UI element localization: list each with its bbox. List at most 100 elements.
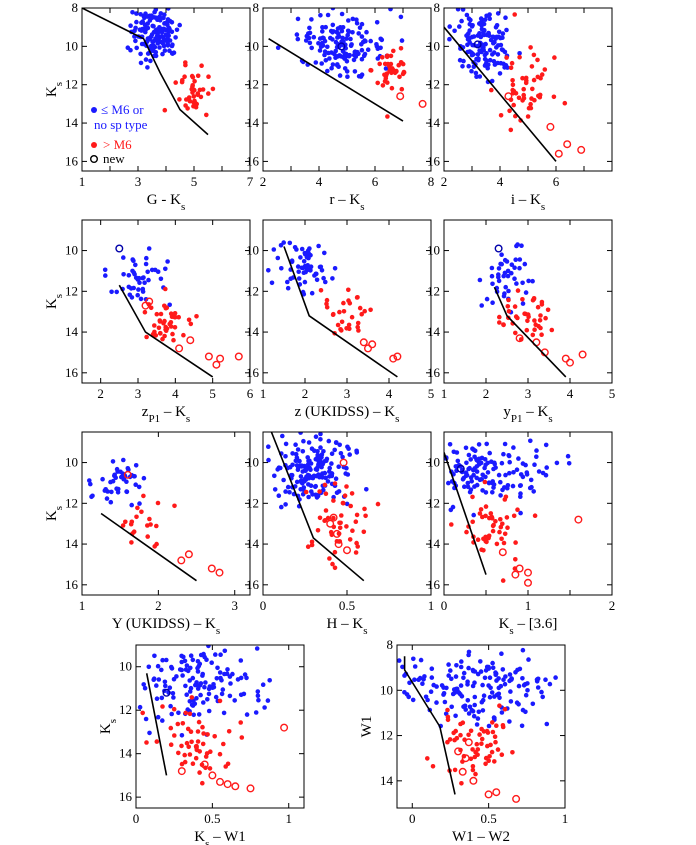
data-point-blue xyxy=(480,682,485,688)
data-point-blue xyxy=(198,692,203,698)
data-point-blue xyxy=(267,678,273,683)
data-point-blue xyxy=(455,688,460,694)
data-point-red xyxy=(144,334,149,340)
data-point-red xyxy=(470,767,476,773)
data-point-red xyxy=(470,519,476,525)
data-point-red xyxy=(506,297,511,303)
data-point-blue xyxy=(144,255,149,261)
data-point-red xyxy=(475,537,481,542)
data-point-blue xyxy=(322,49,328,54)
y-tick-label: 14 xyxy=(380,773,394,788)
data-point-new xyxy=(123,470,132,479)
data-point-blue xyxy=(508,699,514,704)
y-tick-label: 14 xyxy=(246,536,260,551)
data-point-red xyxy=(199,63,204,68)
data-point-blue xyxy=(330,22,336,28)
data-point-new xyxy=(473,40,482,49)
x-tick-label: 1 xyxy=(428,598,435,613)
data-point-blue xyxy=(496,274,501,280)
data-point-blue xyxy=(458,692,463,697)
data-point-red xyxy=(120,523,126,528)
data-point-blue xyxy=(483,668,489,673)
data-point-new xyxy=(396,92,405,101)
data-point-blue xyxy=(302,263,308,269)
data-point-blue xyxy=(518,472,524,477)
data-point-new xyxy=(339,458,348,467)
data-point-blue xyxy=(359,47,365,53)
data-point-red xyxy=(391,48,396,54)
data-point-blue xyxy=(133,463,139,468)
data-point-blue xyxy=(455,8,461,12)
y-tick-label: 16 xyxy=(246,365,260,380)
data-point-blue xyxy=(459,18,464,24)
data-point-blue xyxy=(121,457,126,463)
boundary-line xyxy=(444,26,557,162)
data-point-blue xyxy=(471,447,477,453)
data-point-red xyxy=(226,729,232,734)
data-point-red xyxy=(484,539,489,545)
data-point-red xyxy=(552,55,557,60)
x-tick-label: 6 xyxy=(247,386,254,401)
legend-new-label: new xyxy=(103,151,125,166)
data-point-red xyxy=(397,74,402,80)
data-point-blue xyxy=(474,74,479,79)
data-point-red xyxy=(505,304,511,309)
data-point-blue xyxy=(476,56,481,61)
data-point-blue xyxy=(485,470,491,475)
data-point-red xyxy=(511,102,516,108)
data-point-blue xyxy=(187,689,193,694)
data-point-blue xyxy=(200,673,205,678)
data-point-red xyxy=(357,305,363,311)
data-point-blue xyxy=(500,35,505,40)
data-point-blue xyxy=(487,675,493,680)
data-point-blue xyxy=(499,651,504,656)
data-point-red xyxy=(513,557,518,562)
plot-area xyxy=(397,647,558,803)
data-point-blue xyxy=(290,451,295,456)
data-point-blue xyxy=(308,461,314,466)
data-point-red xyxy=(482,479,488,485)
data-point-red xyxy=(152,323,157,328)
data-point-blue xyxy=(153,8,159,12)
data-point-blue xyxy=(535,685,541,690)
data-point-red xyxy=(200,780,205,786)
data-point-red xyxy=(176,314,181,320)
data-point-blue xyxy=(333,476,339,482)
x-axis-label: H – Ks​ xyxy=(327,616,368,637)
data-point-blue xyxy=(464,33,469,38)
data-point-new xyxy=(175,344,184,353)
data-point-blue xyxy=(482,675,488,681)
data-point-red xyxy=(382,78,388,84)
data-point-red xyxy=(337,309,342,315)
data-point-new xyxy=(456,464,465,473)
data-point-red xyxy=(154,541,159,547)
data-point-blue xyxy=(454,663,459,668)
data-point-blue xyxy=(225,667,230,672)
data-point-blue xyxy=(343,51,349,57)
x-tick-label: 1 xyxy=(260,386,267,401)
data-point-blue xyxy=(162,48,168,53)
data-point-red xyxy=(525,318,530,324)
data-point-new xyxy=(524,568,533,577)
boundary-line xyxy=(270,432,365,582)
data-point-red xyxy=(513,330,518,336)
data-point-red xyxy=(539,302,545,307)
boundary-line xyxy=(268,38,404,122)
data-point-red xyxy=(195,729,201,734)
data-point-red xyxy=(152,329,157,335)
data-point-red xyxy=(399,60,404,66)
data-point-blue xyxy=(510,483,516,489)
data-point-blue xyxy=(514,467,520,473)
data-point-blue xyxy=(228,681,233,686)
data-point-blue xyxy=(187,678,192,683)
data-point-blue xyxy=(170,691,176,696)
data-point-blue xyxy=(324,458,329,464)
plot-area xyxy=(266,240,402,378)
data-point-blue xyxy=(209,660,214,665)
data-point-blue xyxy=(329,472,334,478)
data-point-red xyxy=(123,519,128,525)
data-point-blue xyxy=(513,670,518,675)
data-point-red xyxy=(509,60,515,66)
data-point-blue xyxy=(306,494,311,500)
data-point-blue xyxy=(520,676,525,681)
